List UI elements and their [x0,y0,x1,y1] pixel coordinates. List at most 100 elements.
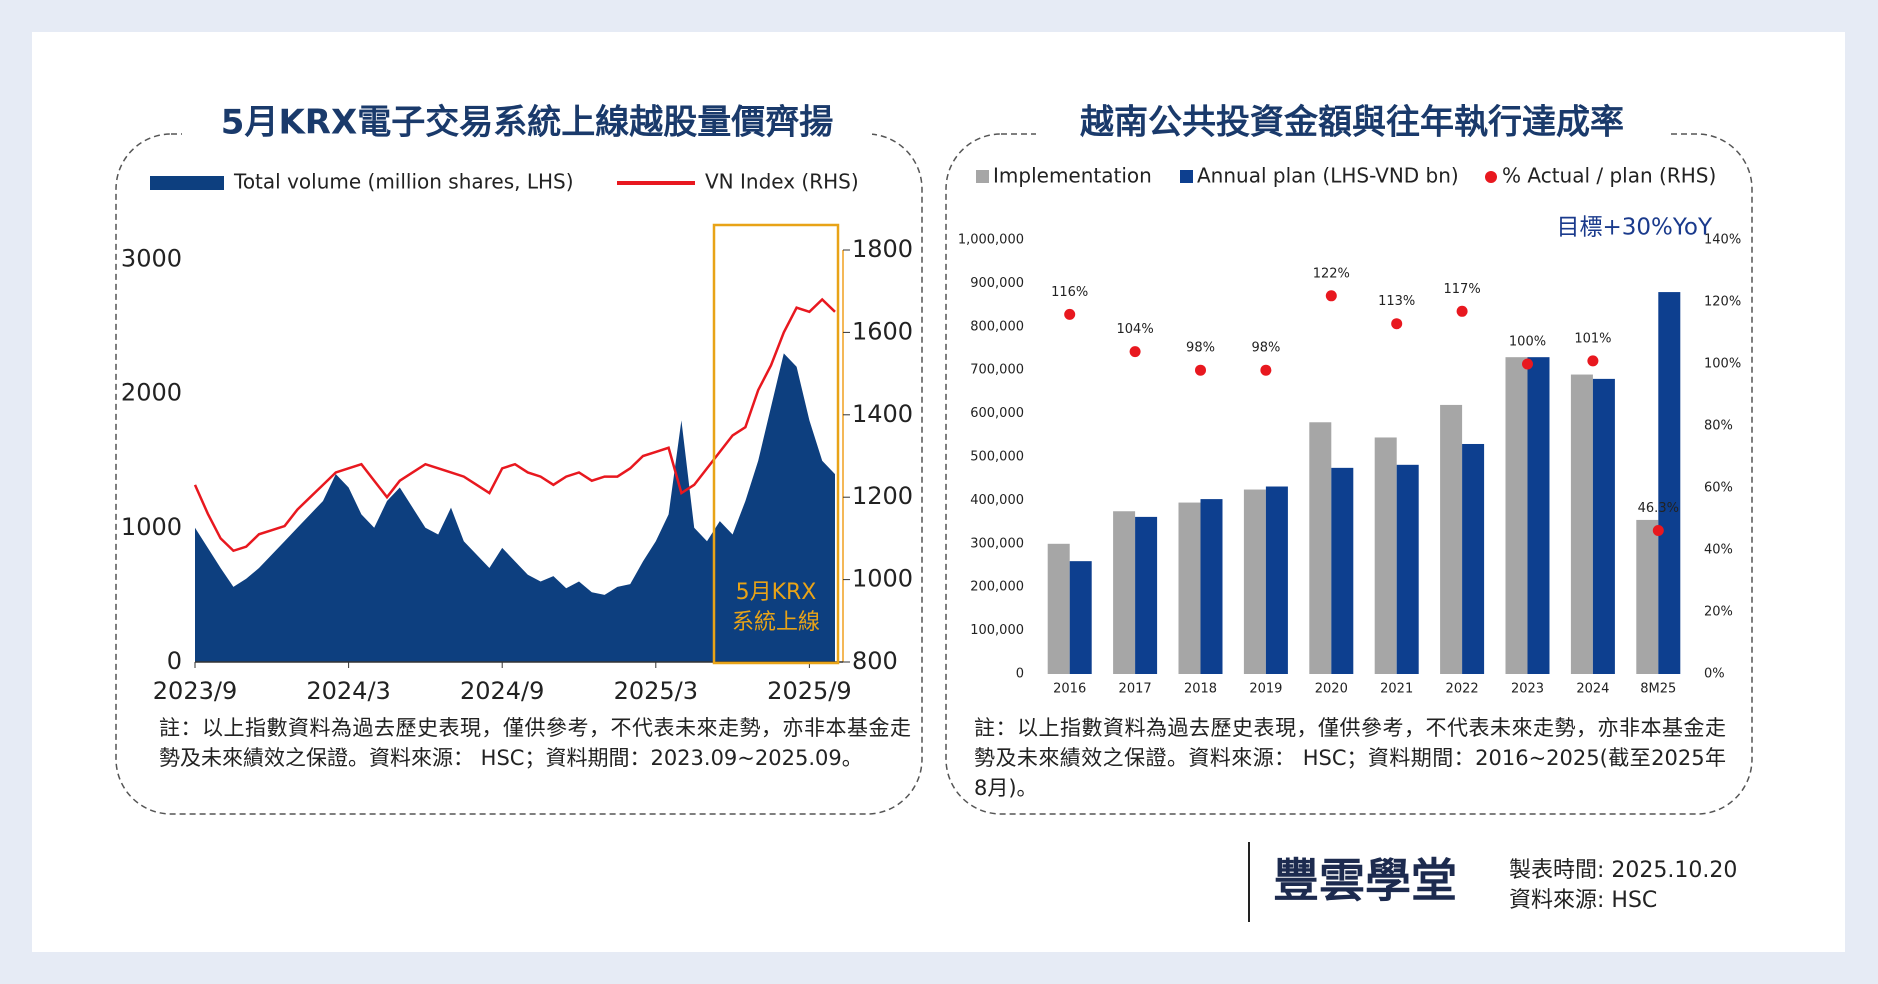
x-tick-label: 2020 [1315,682,1348,697]
bar [1505,357,1528,674]
x-tick-label: 2024/3 [306,677,390,705]
x-tick-label: 2021 [1380,682,1413,697]
marker [1391,318,1403,330]
x-tick-label: 2018 [1184,682,1217,697]
y2-tick-label: 80% [1704,419,1733,434]
marker [1325,290,1337,302]
legend-label: VN Index (RHS) [705,170,859,194]
y-tick-label: 1000 [121,513,182,541]
bar [1135,516,1158,674]
bar [1178,502,1201,674]
data-label: 116% [1051,285,1088,300]
data-label: 117% [1444,282,1481,297]
y2-tick-label: 800 [852,647,898,675]
bar [1462,443,1485,674]
legend-swatch [976,170,989,183]
y2-tick-label: 20% [1704,605,1733,620]
annotation: 5月KRX [736,580,817,605]
note: 註：以上指數資料為過去歷史表現，僅供參考，不代表未來走勢，亦非本基金走勢及未來績… [974,716,1726,800]
note: 註：以上指數資料為過去歷史表現，僅供參考，不代表未來走勢，亦非本基金走勢及未來績… [159,716,911,770]
marker [1652,524,1664,536]
index-line [193,297,836,553]
bar [1396,464,1419,674]
y2-tick-label: 1400 [852,400,913,428]
y-tick-label: 300,000 [970,536,1024,551]
marker [1195,364,1206,376]
highlight-box [712,223,840,665]
y2-tick-label: 120% [1704,295,1741,310]
y-tick-label: 0 [167,647,182,675]
x-tick-label: 2023 [1511,682,1544,697]
bar [1265,486,1288,674]
panel-border [945,133,1753,815]
data-label: 101% [1574,331,1611,346]
x-tick-label: 2024 [1576,682,1609,697]
footer-source: 資料來源: HSC [1509,888,1658,913]
x-tick-label: 2023/9 [153,677,237,705]
y-tick-label: 900,000 [970,276,1024,291]
data-label: 98% [1251,341,1280,356]
legend-label: Implementation [993,164,1152,188]
y-tick-label: 500,000 [970,450,1024,465]
x-tick-label: 2017 [1119,682,1152,697]
x-tick-label: 8M25 [1640,682,1676,697]
data-label: 100% [1509,335,1546,350]
bar [1047,543,1070,674]
chart-title: 5月KRX電子交易系統上線越股量價齊揚 [221,103,833,143]
data-label: 104% [1117,322,1154,337]
legend-swatch [1485,171,1497,183]
data-label: 113% [1378,294,1415,309]
legend-label: % Actual / plan (RHS) [1502,164,1716,188]
y2-tick-label: 1600 [852,317,913,345]
x-tick-label: 2019 [1249,682,1282,697]
x-tick-label: 2025/3 [614,677,698,705]
logo: 豐雲學堂 [1273,854,1457,908]
y2-tick-label: 140% [1704,233,1741,248]
y-tick-label: 600,000 [970,406,1024,421]
bar [1331,467,1354,674]
bar [1200,499,1223,674]
y2-tick-label: 0% [1704,667,1725,682]
footer-created: 製表時間: 2025.10.20 [1509,858,1738,883]
bar [1570,374,1593,674]
title-backdrop [182,104,872,148]
x-tick-label: 2016 [1053,682,1086,697]
data-label: 122% [1313,266,1350,281]
y-tick-label: 200,000 [970,580,1024,595]
y2-tick-label: 60% [1704,481,1733,496]
annotation: 目標+30%YoY [1556,215,1712,241]
bar [1243,489,1266,674]
y2-tick-label: 40% [1704,543,1733,558]
data-label: 98% [1186,341,1215,356]
bar [1527,357,1550,674]
bar [1069,561,1092,674]
legend-label: Total volume (million shares, LHS) [233,170,574,194]
y-tick-label: 1,000,000 [958,233,1024,248]
panel-border [115,133,923,815]
x-tick-label: 2022 [1446,682,1479,697]
y2-tick-label: 1800 [852,235,913,263]
marker [1260,364,1272,376]
y-tick-label: 100,000 [970,623,1024,638]
marker [1129,346,1141,358]
y-tick-label: 2000 [121,379,182,407]
marker [1064,308,1076,320]
bar [1374,437,1397,674]
legend-swatch [150,176,224,190]
annotation: 系統上線 [732,610,820,635]
bar [1440,404,1463,674]
y-tick-label: 3000 [121,244,182,272]
marker [1587,355,1599,367]
volume-area [195,353,835,662]
marker [1456,305,1468,317]
y-tick-label: 400,000 [970,493,1024,508]
legend-label: Annual plan (LHS-VND bn) [1197,164,1459,188]
y-tick-label: 700,000 [970,363,1024,378]
bar [1309,422,1332,674]
x-tick-label: 2024/9 [460,677,544,705]
x-tick-label: 2025/9 [767,677,851,705]
y2-tick-label: 100% [1704,357,1741,372]
title-backdrop [1036,104,1668,148]
bar [1592,378,1615,674]
